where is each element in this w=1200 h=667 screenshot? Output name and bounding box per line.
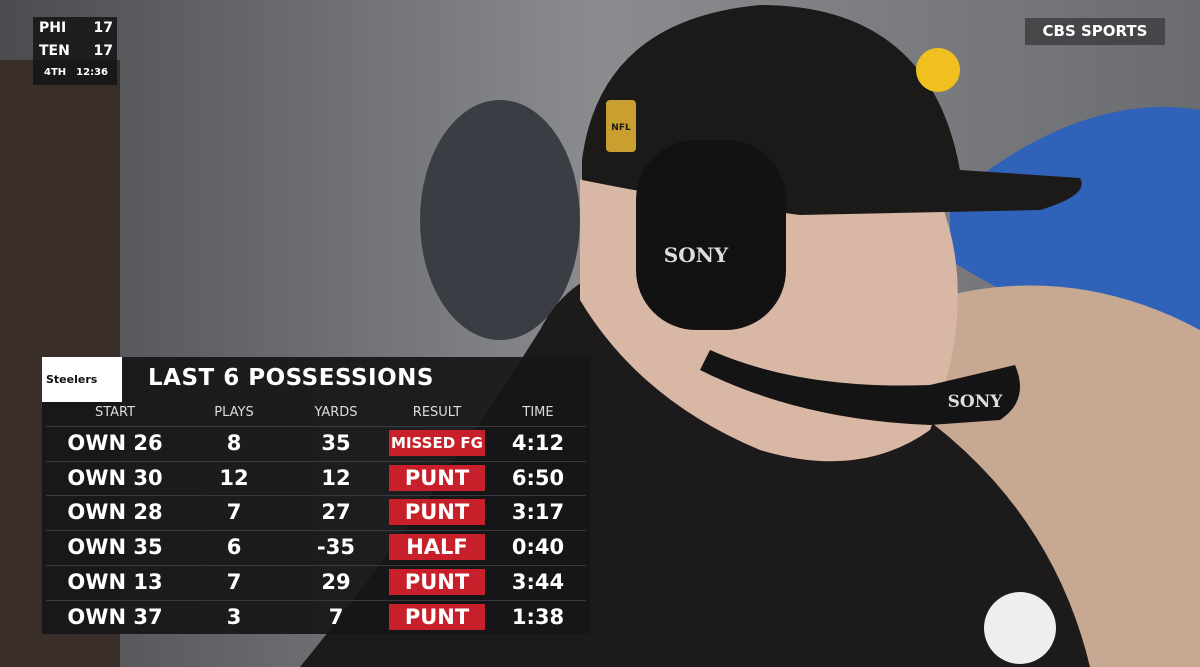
blurred-helmet bbox=[420, 100, 580, 340]
result-badge: HALF bbox=[389, 534, 485, 561]
mic-boom bbox=[700, 350, 1020, 425]
table-cell: 4:12 bbox=[511, 431, 565, 455]
table-cell: 12 bbox=[321, 465, 351, 490]
table-cell: 7 bbox=[226, 500, 242, 525]
table-cell: OWN 37 bbox=[67, 604, 163, 629]
clock-row: 4TH 12:36 bbox=[39, 67, 113, 78]
result-badge: PUNT bbox=[389, 603, 485, 630]
table-cell: OWN 35 bbox=[67, 535, 163, 560]
table-row: OWN 30 12 12 PUNT 6:50 bbox=[46, 460, 586, 494]
table-row: OWN 28 7 27 PUNT 3:17 bbox=[46, 495, 586, 528]
result-badge: PUNT bbox=[389, 568, 485, 595]
blue-cap bbox=[950, 106, 1200, 361]
table-cell: OWN 26 bbox=[67, 431, 163, 455]
table-cell: OWN 28 bbox=[67, 500, 163, 525]
table-cell: 12 bbox=[219, 465, 249, 490]
team-row: PHI 17 bbox=[39, 20, 113, 36]
result-badge: PUNT bbox=[389, 499, 485, 526]
scorebug: PHI 17 TEN 17 4TH 12:36 bbox=[33, 17, 117, 85]
table-cell: OWN 30 bbox=[67, 465, 163, 490]
table-row: OWN 26 8 35 MISSED FG 4:12 bbox=[46, 426, 586, 459]
network-logo: CBS SPORTS bbox=[1025, 18, 1165, 45]
team: TEN bbox=[39, 43, 70, 59]
team: PHI bbox=[39, 20, 67, 36]
graphic-title: LAST 6 POSSESSIONS bbox=[148, 365, 434, 391]
column-header: RESULT bbox=[412, 405, 462, 420]
column-header: TIME bbox=[522, 405, 554, 420]
column-header: PLAYS bbox=[214, 405, 254, 420]
table-cell: -35 bbox=[317, 535, 355, 560]
table-cell: 8 bbox=[226, 431, 242, 455]
jacket-logo bbox=[984, 592, 1056, 664]
table-cell: 0:40 bbox=[511, 535, 565, 560]
column-header: YARDS bbox=[314, 405, 358, 420]
team-row: TEN 17 bbox=[39, 43, 113, 59]
score: 17 bbox=[93, 43, 113, 59]
nfl-shield bbox=[606, 100, 636, 152]
cap-logo-circle bbox=[916, 48, 960, 92]
result-badge: PUNT bbox=[389, 464, 485, 491]
score: 17 bbox=[93, 20, 113, 36]
team-logo: Steelers bbox=[42, 357, 122, 402]
table-cell: 7 bbox=[328, 604, 344, 629]
table-cell: 1:38 bbox=[511, 604, 565, 629]
result-badge: MISSED FG bbox=[389, 430, 485, 456]
mic-brand: SONY bbox=[948, 392, 1004, 412]
table-cell: 29 bbox=[321, 569, 351, 594]
table-cell: 6 bbox=[226, 535, 242, 560]
table-cell: 35 bbox=[321, 431, 351, 455]
headset-brand: SONY bbox=[664, 243, 729, 267]
column-header: START bbox=[94, 405, 136, 420]
table-cell: 3:44 bbox=[511, 569, 565, 594]
table-cell: 6:50 bbox=[511, 465, 565, 490]
table-cell: 3:17 bbox=[511, 500, 565, 525]
headset-earcup bbox=[636, 140, 786, 330]
possessions-graphic: Steelers LAST 6 POSSESSIONS START PLAYS YA… bbox=[42, 357, 590, 634]
table-cell: OWN 13 bbox=[67, 569, 163, 594]
table-cell: 7 bbox=[226, 569, 242, 594]
table-row: OWN 35 6 -35 HALF 0:40 bbox=[46, 530, 586, 563]
table-cell: 27 bbox=[321, 500, 351, 525]
table-row: OWN 13 7 29 PUNT 3:44 bbox=[46, 564, 586, 598]
table-row: OWN 37 3 7 PUNT 1:38 bbox=[46, 599, 586, 633]
clock: 12:36 bbox=[76, 67, 108, 78]
quarter: 4TH bbox=[44, 67, 67, 78]
cap-nfl-text: NFL bbox=[611, 123, 631, 133]
table-cell: 3 bbox=[226, 604, 242, 629]
